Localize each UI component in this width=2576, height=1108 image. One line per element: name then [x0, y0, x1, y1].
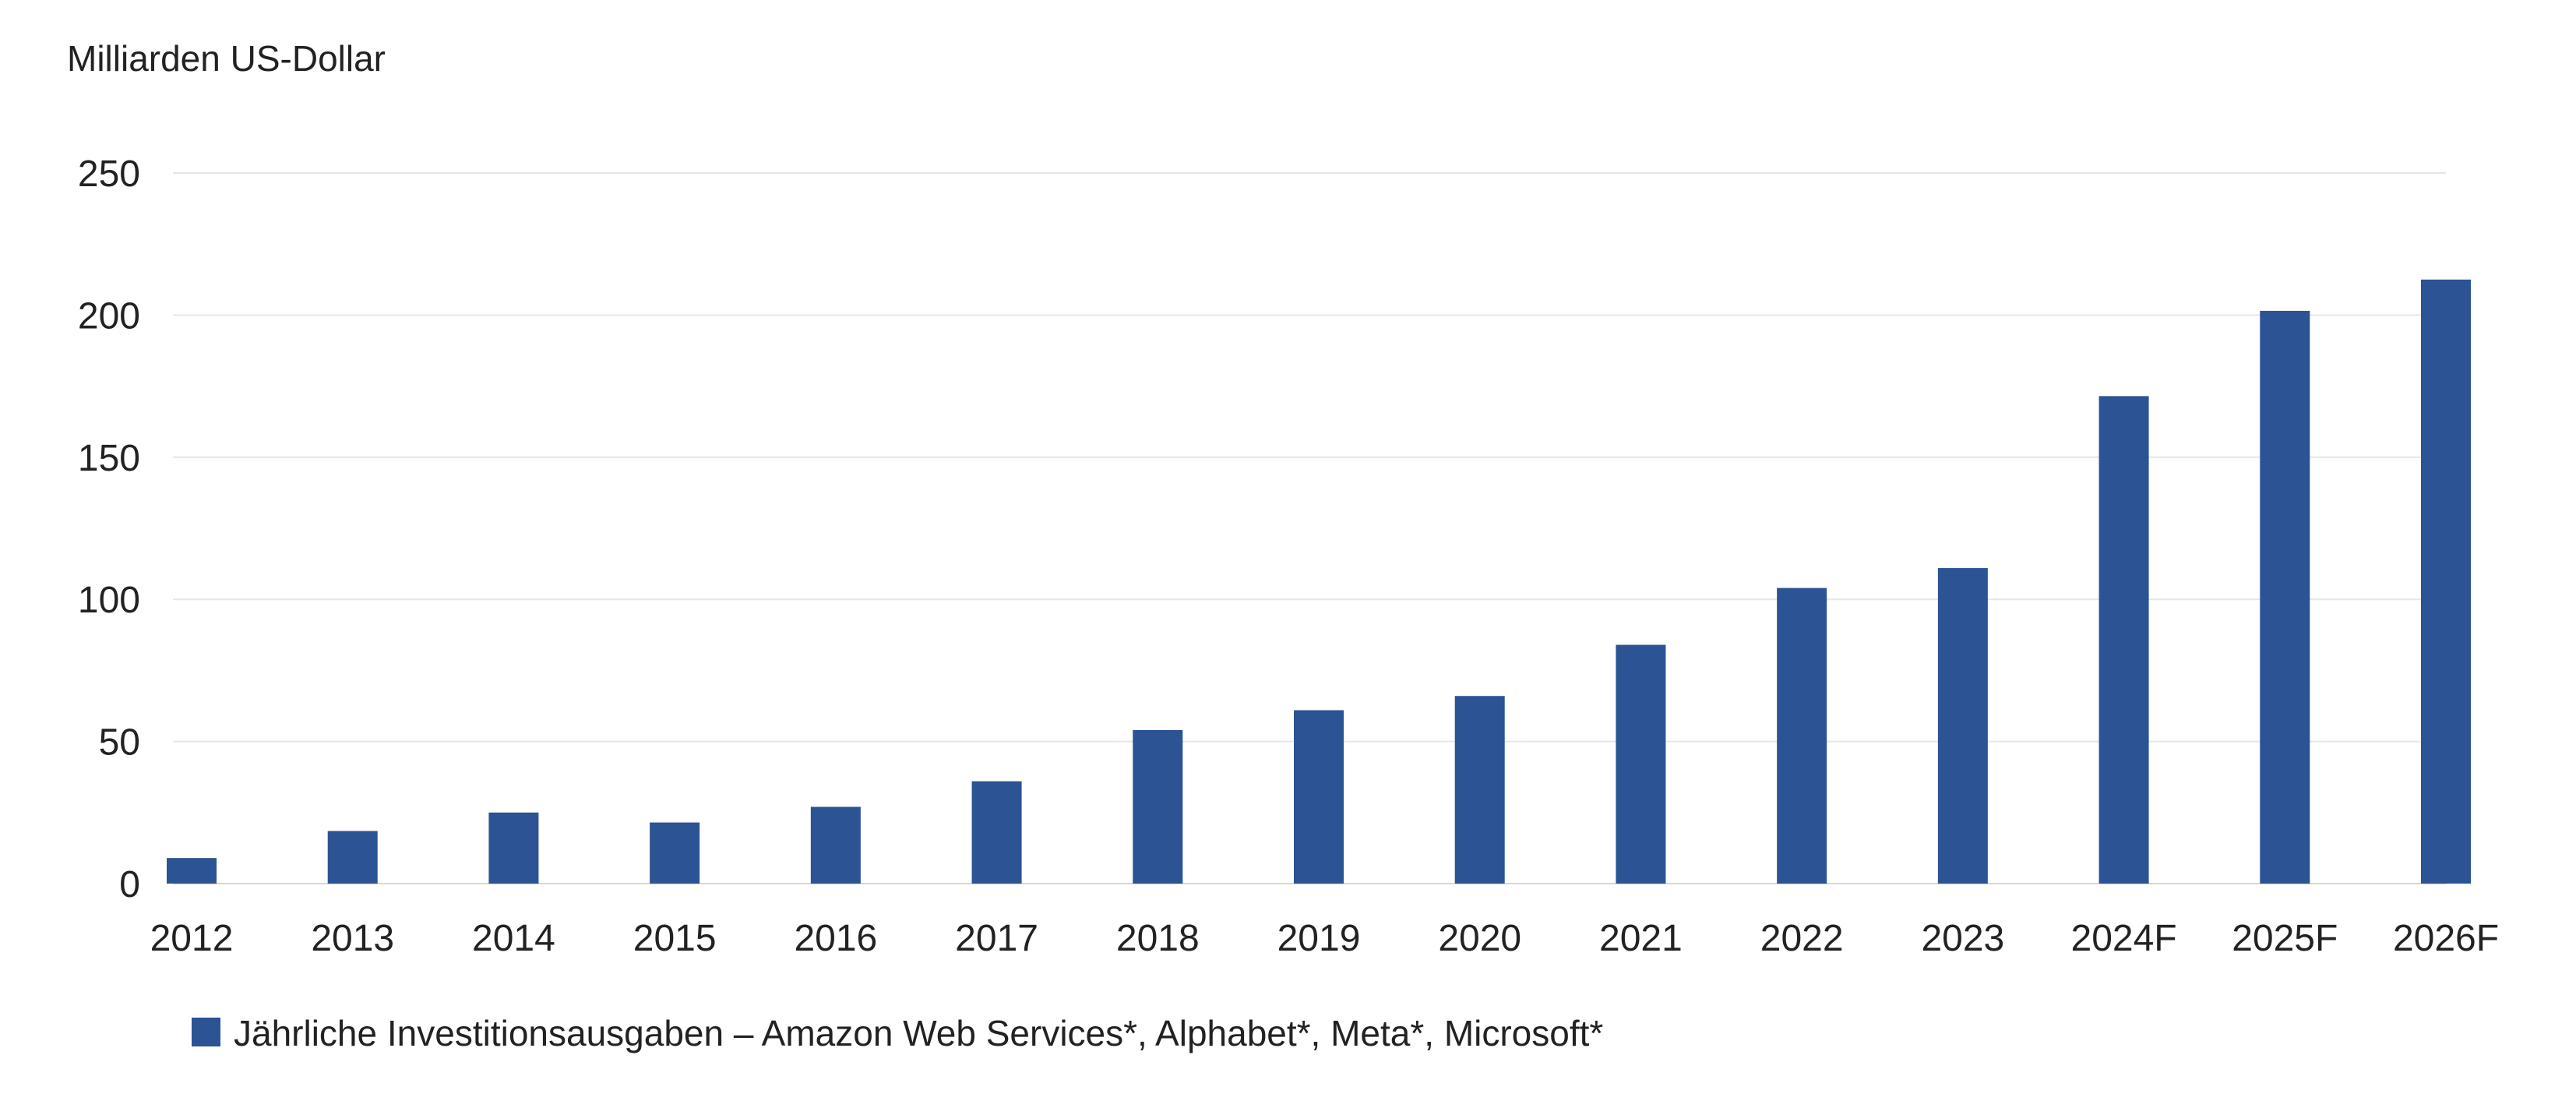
bar-2023: [1937, 568, 1988, 884]
x-tick-label: 2017: [955, 918, 1038, 959]
x-tick-label: 2020: [1438, 918, 1521, 959]
bars: [167, 279, 2471, 884]
bar-2022: [1777, 588, 1827, 884]
x-tick-label: 2012: [150, 918, 234, 959]
bar-2012: [167, 858, 217, 884]
bar-2026F: [2421, 279, 2471, 884]
bar-2025F: [2260, 310, 2310, 884]
x-tick-label: 2024F: [2071, 918, 2177, 959]
x-tick-label: 2016: [794, 918, 877, 959]
tick-labels: 0 50 100 150 200 250 2012 2013 2014 2015 2016 2017 2…: [78, 153, 2499, 959]
x-tick-label: 2026F: [2393, 918, 2499, 959]
bar-2014: [488, 812, 539, 884]
y-axis-label: Milliarden US-Dollar: [67, 38, 386, 79]
x-tick-label: 2019: [1277, 918, 1361, 959]
legend-swatch: [192, 1018, 220, 1046]
legend-label: Jährliche Investitionsausgaben – Amazon …: [234, 1013, 1603, 1053]
x-tick-label: 2025F: [2232, 918, 2338, 959]
y-tick-label: 250: [78, 153, 140, 195]
x-tick-label: 2018: [1116, 918, 1200, 959]
bar-2019: [1294, 710, 1344, 884]
bar-2018: [1133, 730, 1183, 884]
x-tick-label: 2013: [311, 918, 394, 959]
x-tick-label: 2023: [1921, 918, 2004, 959]
bar-2015: [650, 822, 700, 884]
y-tick-label: 0: [119, 864, 140, 905]
bar-2021: [1616, 644, 1666, 884]
x-tick-label: 2022: [1760, 918, 1844, 959]
legend: Jährliche Investitionsausgaben – Amazon …: [192, 1013, 1603, 1053]
gridlines: [173, 172, 2446, 884]
y-tick-label: 100: [78, 580, 140, 621]
bar-2017: [971, 781, 1022, 884]
y-tick-label: 50: [99, 722, 140, 764]
bar-2016: [810, 806, 861, 884]
y-tick-label: 150: [78, 438, 140, 479]
y-tick-label: 200: [78, 295, 140, 337]
x-tick-label: 2015: [633, 918, 717, 959]
bar-2013: [327, 831, 378, 884]
x-tick-label: 2021: [1599, 918, 1683, 959]
x-tick-label: 2014: [472, 918, 555, 959]
bar-2020: [1454, 696, 1505, 884]
bar-2024F: [2099, 396, 2149, 884]
